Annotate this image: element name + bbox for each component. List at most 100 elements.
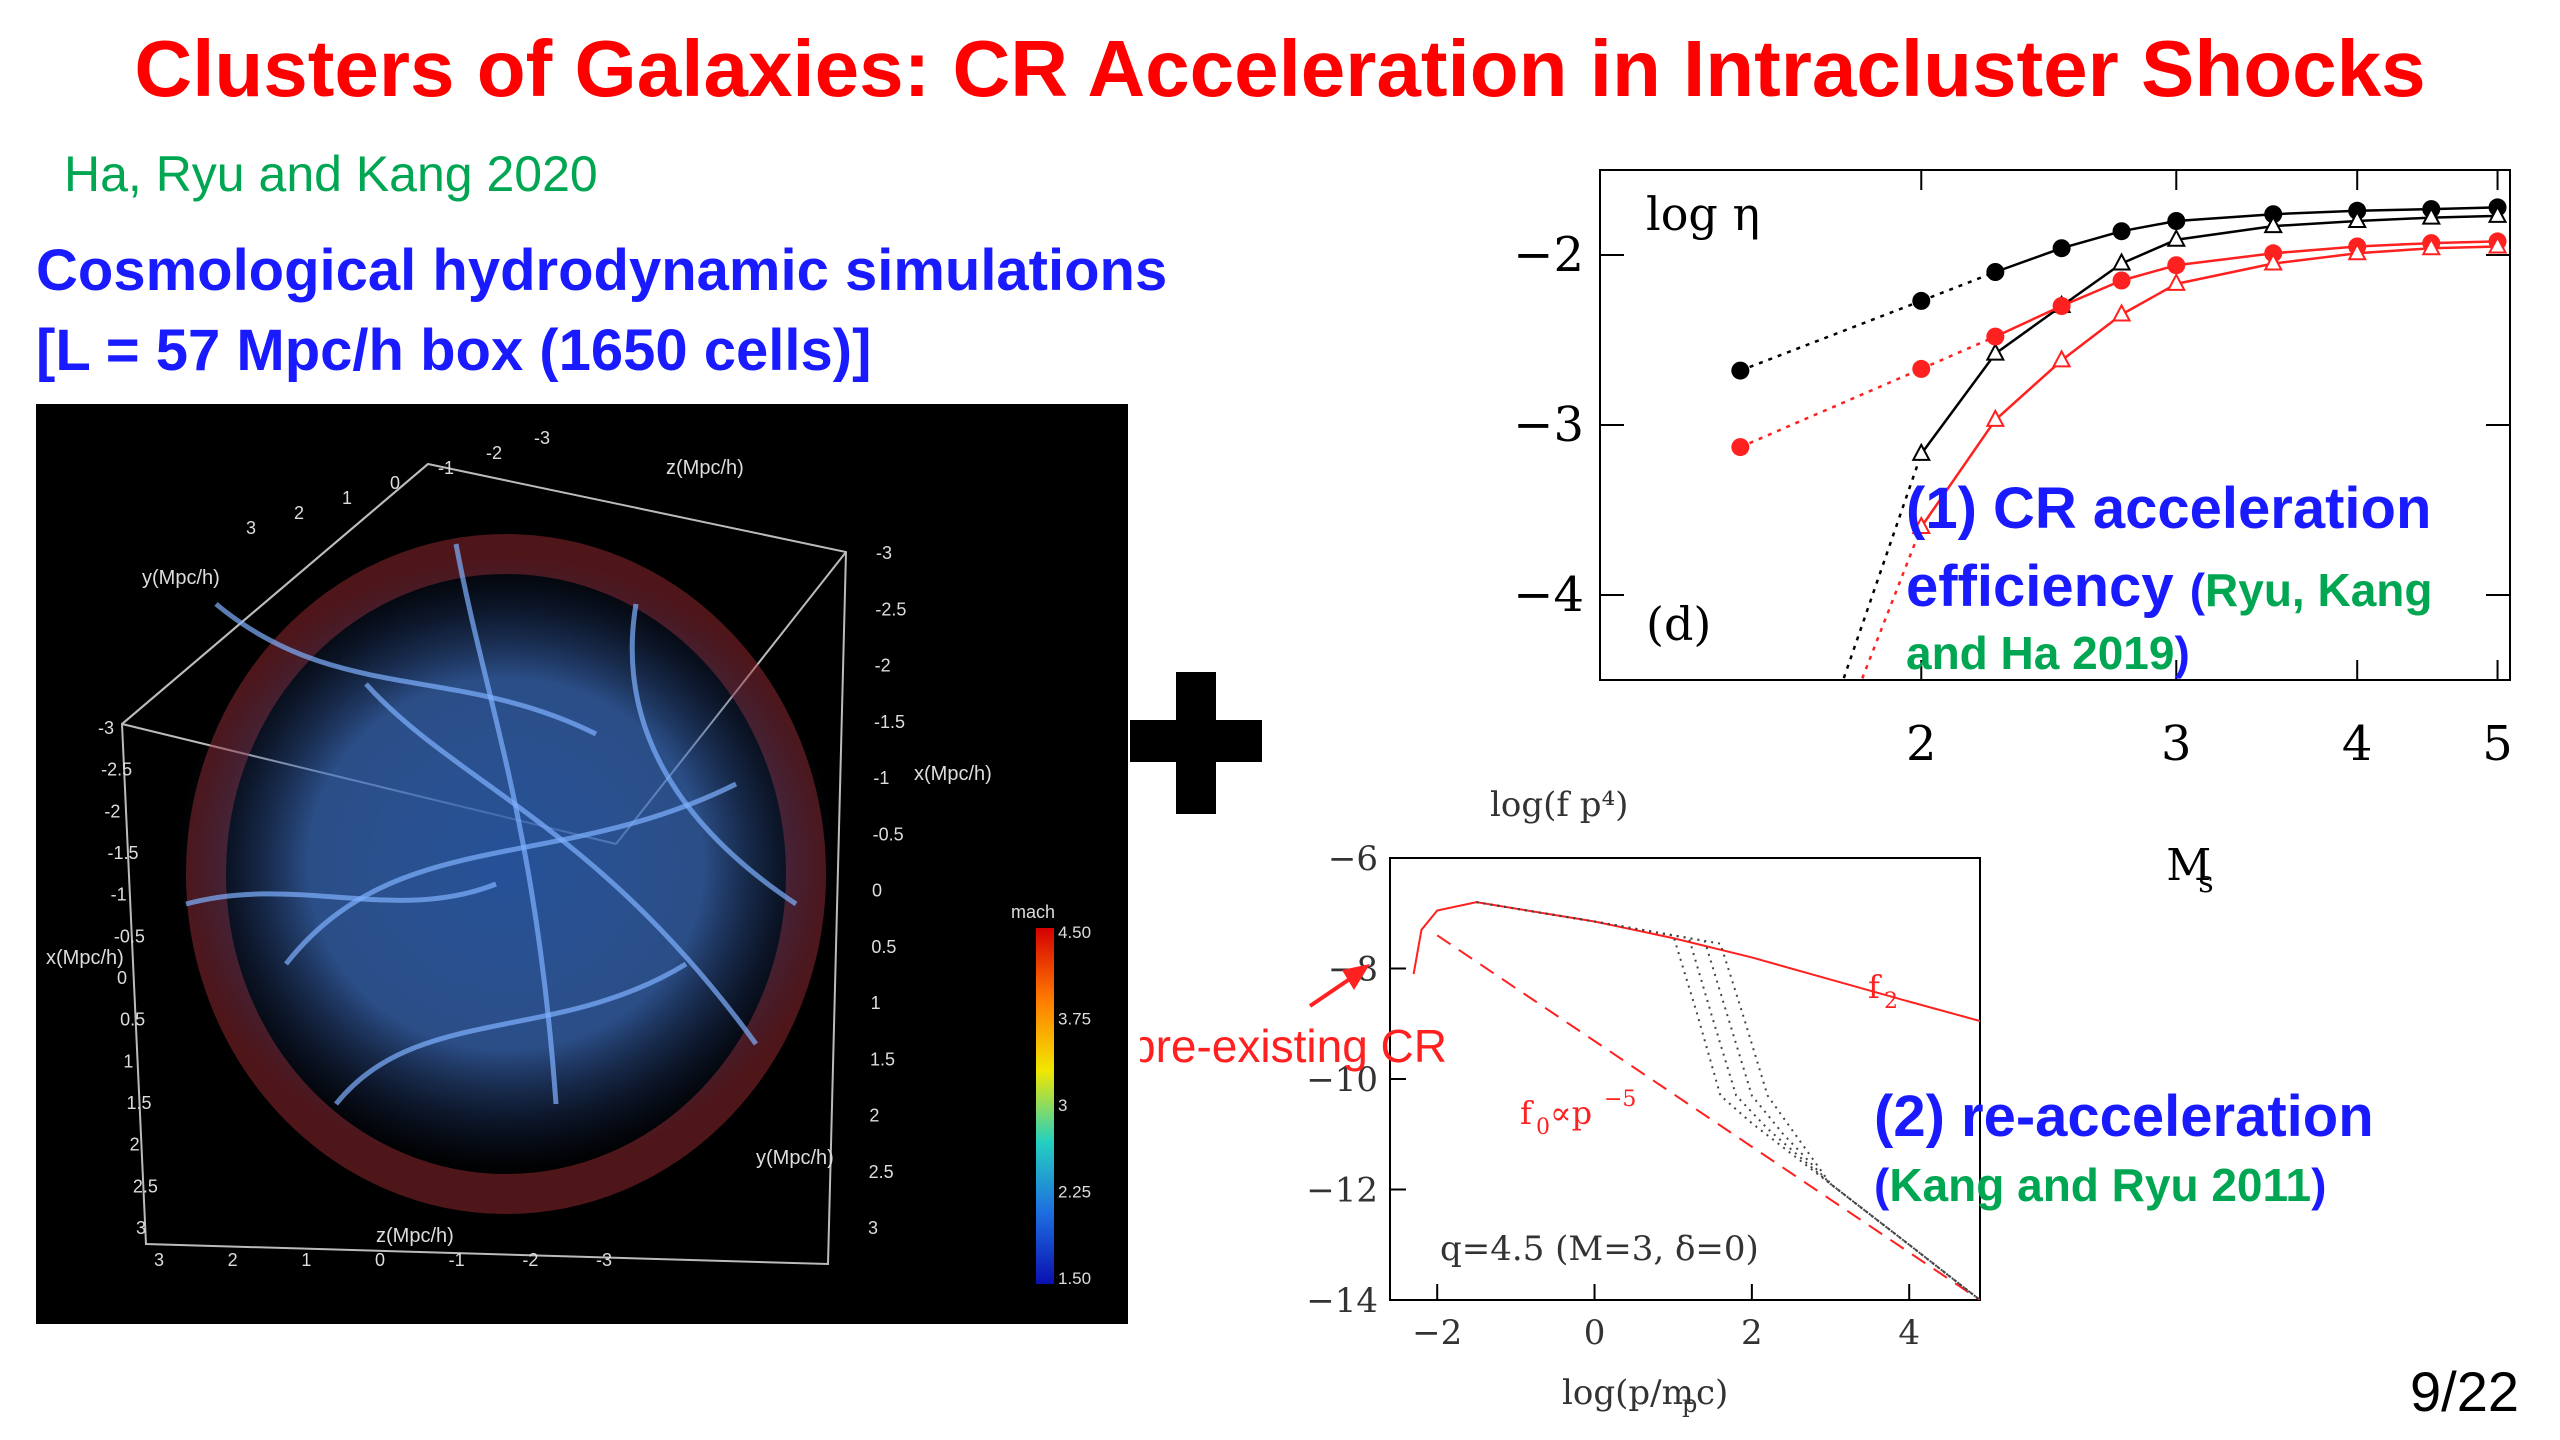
sim-tick-top: 3 xyxy=(246,518,256,538)
series-2-segment xyxy=(2431,240,2498,245)
sim-tick-top: -1 xyxy=(438,458,454,478)
series-0-segment xyxy=(1994,247,2063,274)
series-1-segment xyxy=(2060,262,2123,308)
sim-tick-right: -2 xyxy=(875,656,891,676)
sim-tick-left: -2 xyxy=(104,801,120,821)
series-0-point xyxy=(1731,361,1750,380)
series-1-point xyxy=(1911,442,1931,461)
series-0-line xyxy=(1412,901,1980,1022)
ref2-close-paren: ) xyxy=(2311,1159,2327,1211)
label-cr-acceleration: (1) CR acceleration xyxy=(1906,476,2432,541)
colorbar-tick: 2.25 xyxy=(1058,1183,1091,1202)
series-1-segment xyxy=(2357,216,2432,223)
efficiency-chart: 2 3 4 5 −2 −3 −4 log η (d) Ms xyxy=(1513,169,2513,900)
series-2-point xyxy=(1731,438,1750,457)
series-2-point xyxy=(1986,327,2005,346)
simulation-heading: Cosmological hydrodynamic simulations xyxy=(36,238,1168,303)
annotation-f2: f xyxy=(1868,968,1882,1006)
sim-tick-right: 1 xyxy=(871,993,881,1013)
sim-tick-left: 0 xyxy=(117,968,127,988)
series-3-point xyxy=(2487,235,2508,254)
series-1-segment xyxy=(1994,304,2063,355)
series-0-segment xyxy=(1920,270,1996,303)
series-1-segment xyxy=(2121,238,2177,265)
x-axis-title: log(p/m xyxy=(1562,1373,1694,1413)
sim-tick-left: -1.5 xyxy=(108,843,139,863)
series-3-segment xyxy=(2273,252,2358,265)
series-3-point xyxy=(2051,349,2072,368)
series-1-segment xyxy=(1920,352,1997,455)
series-1-point xyxy=(2421,206,2441,225)
series-5-line xyxy=(1476,901,1980,1300)
series-3-point xyxy=(1911,515,1931,534)
series-0-point xyxy=(2052,239,2071,258)
ref2-open-paren: ( xyxy=(1874,1159,1890,1211)
series-2-segment xyxy=(2176,252,2274,267)
label-reacceleration: (2) re-acceleration xyxy=(1874,1084,2374,1149)
y-axis-title: log(f p⁴) xyxy=(1490,785,1628,825)
series-0-segment xyxy=(1739,299,1922,372)
x-axis-title-sub: s xyxy=(2198,865,2213,900)
filament-lines xyxy=(185,543,798,1106)
series-1-segment xyxy=(1841,453,1923,680)
colorbar-tick: 3 xyxy=(1058,1096,1067,1115)
sim-tick-right: -1.5 xyxy=(874,712,905,732)
sim-tick-right: -1 xyxy=(873,768,889,788)
sim-tick-bottom: 2 xyxy=(228,1250,238,1270)
series-3-point xyxy=(2263,252,2283,271)
y-tick-label: −4 xyxy=(1513,567,1584,623)
ref-ryu-kang: Ryu, Kang xyxy=(2205,564,2433,616)
x-axis-title: M xyxy=(2166,840,2211,891)
sim-tick-bottom: -1 xyxy=(449,1250,465,1270)
series-3-point xyxy=(2421,237,2441,256)
y-axis-title: log η xyxy=(1646,187,1760,241)
y-tick-label: −12 xyxy=(1306,1171,1378,1211)
x-axis-title-sub: p xyxy=(1682,1390,1697,1418)
series-0-point xyxy=(1912,291,1931,310)
annotation-f0-rest: ∝p xyxy=(1550,1094,1592,1132)
y-axis-label-bottom: y(Mpc/h) xyxy=(756,1147,834,1169)
series-1-point xyxy=(1829,688,1845,703)
series-2-segment xyxy=(2273,245,2358,255)
sim-tick-right: -2.5 xyxy=(875,599,906,619)
plus-icon xyxy=(1130,672,1262,814)
sim-tick-left: 1 xyxy=(123,1051,133,1071)
series-0-segment xyxy=(2431,206,2498,211)
arrow-head-icon xyxy=(1342,964,1370,990)
sim-tick-right: -0.5 xyxy=(873,824,904,844)
y-tick-label: −6 xyxy=(1328,839,1378,879)
series-3-segment xyxy=(1920,419,1997,528)
ref2-text: Kang and Ryu 2011 xyxy=(1889,1159,2312,1211)
series-3-point xyxy=(2111,303,2132,322)
series-3-segment xyxy=(2431,245,2498,250)
series-0-point xyxy=(2167,212,2186,230)
y-tick-label: −3 xyxy=(1513,397,1584,453)
sim-tick-left: 2 xyxy=(130,1135,140,1155)
series-0-segment xyxy=(2273,209,2358,216)
sim-tick-bottom: 3 xyxy=(154,1250,164,1270)
series-1-point xyxy=(2111,252,2132,271)
y-axis-label-top: y(Mpc/h) xyxy=(142,567,220,589)
sim-tick-bottom: 1 xyxy=(301,1250,311,1270)
series-0-segment xyxy=(2121,219,2177,233)
simulation-box-description: [L = 57 Mpc/h box (1650 cells)] xyxy=(36,318,872,383)
series-1-segment xyxy=(2273,219,2358,228)
sim-tick-right: -3 xyxy=(876,543,892,563)
series-3-point xyxy=(2166,272,2186,291)
sim-tick-left: -2.5 xyxy=(101,760,132,780)
label-efficiency: efficiency (Ryu, Kang xyxy=(1906,548,2433,629)
annotation-q: q=4.5 (M=3, δ=0) xyxy=(1440,1229,1759,1269)
ref-ha-2019: and Ha 2019 xyxy=(1906,627,2175,679)
series-0-segment xyxy=(2357,207,2432,213)
z-axis-label-top: z(Mpc/h) xyxy=(666,457,744,479)
series-3-segment xyxy=(2176,262,2274,286)
blue-filament-cloud xyxy=(176,554,836,1174)
series-0-segment xyxy=(2176,212,2274,223)
x-tick-label: 5 xyxy=(2482,716,2513,772)
sim-tick-bottom: -2 xyxy=(522,1250,538,1270)
series-1-point xyxy=(2166,228,2186,247)
series-2-segment xyxy=(1994,304,2063,338)
series-2-point xyxy=(2052,297,2071,315)
x-tick-label: 2 xyxy=(1741,1313,1763,1353)
